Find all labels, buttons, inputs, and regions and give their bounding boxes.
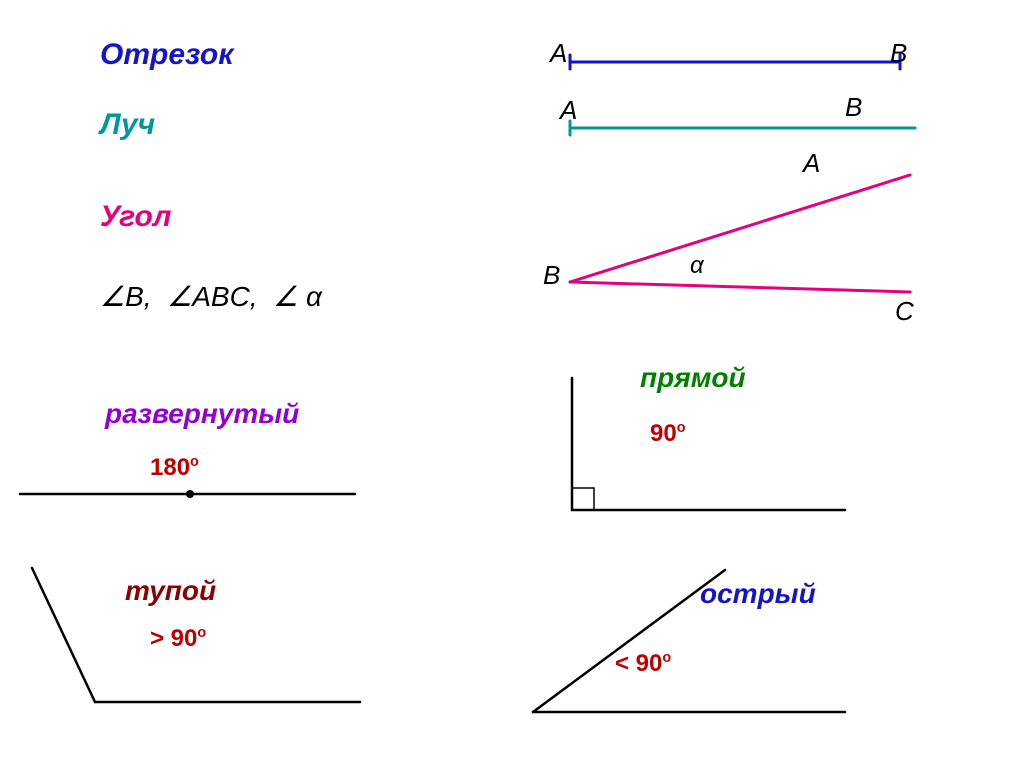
- acute-angle-figure: [0, 0, 1024, 767]
